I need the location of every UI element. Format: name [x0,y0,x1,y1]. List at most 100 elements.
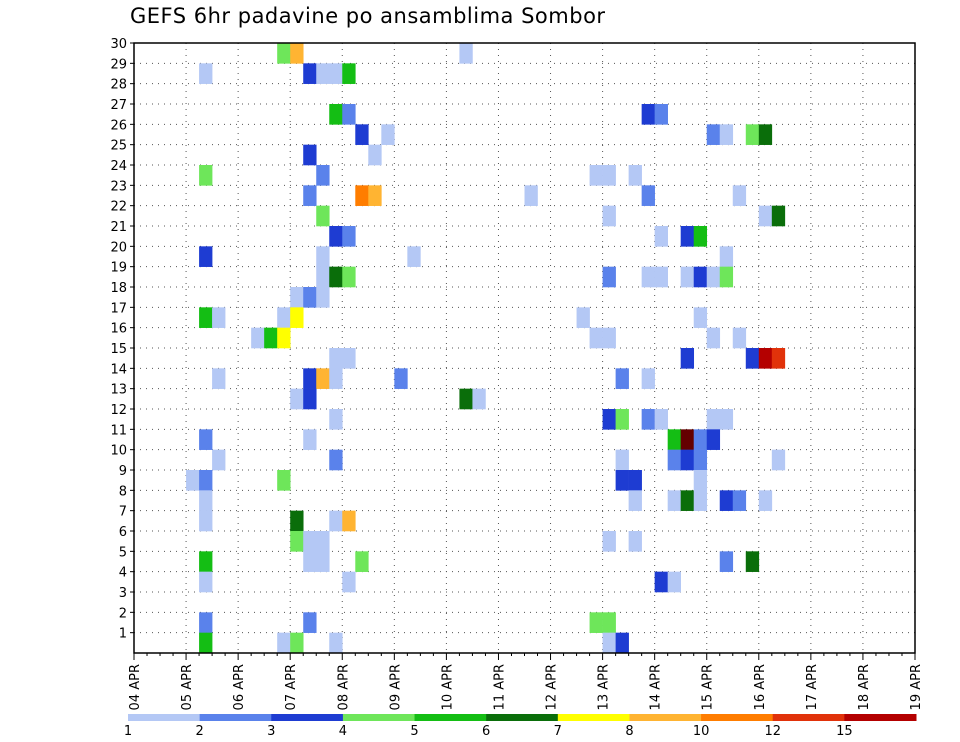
colorbar-segment [844,714,917,721]
heatmap-cell [654,571,668,593]
y-tick-label: 16 [110,322,127,337]
heatmap-cell [615,449,629,471]
heatmap-cell [758,124,773,145]
heatmap-cell [667,490,681,511]
heatmap-cell [342,226,356,247]
heatmap-cell [472,388,486,410]
heatmap-cell [589,165,603,186]
heatmap-cell [316,63,330,84]
x-tick-label: 12 APR [545,664,560,710]
colorbar-label: 1 [124,724,132,739]
heatmap-cell [615,409,629,430]
heatmap-cell [329,449,343,471]
heatmap-cell [589,327,603,349]
y-tick-label: 6 [119,525,127,540]
heatmap-cell [329,348,343,369]
x-tick-label: 04 APR [128,664,143,710]
heatmap-cell [381,124,395,145]
colorbar-segment [199,714,272,721]
y-tick-label: 25 [110,139,127,154]
heatmap-cell [628,490,642,511]
heatmap-cell [199,510,213,532]
heatmap-cell [303,612,317,633]
heatmap-cell [654,266,668,288]
heatmap-cell [355,124,369,145]
colorbar-segment [342,714,416,721]
y-tick-label: 24 [110,159,127,174]
heatmap-cell [641,409,655,430]
heatmap-cell [524,185,538,206]
heatmap-cell [732,185,747,206]
heatmap-cell [732,490,747,511]
heatmap-cell [316,368,330,389]
colorbar-segment [128,714,201,721]
heatmap-cell [641,104,655,125]
heatmap-cell [758,348,773,369]
y-tick-label: 21 [110,220,127,235]
y-tick-label: 20 [110,240,127,255]
colorbar-segment [701,714,774,721]
heatmap-cell [212,449,226,471]
heatmap-cell [654,409,668,430]
heatmap-cell [602,632,616,654]
heatmap-cell [316,551,330,572]
heatmap-cell [329,368,343,389]
heatmap-cell [199,470,213,491]
y-tick-label: 11 [110,423,127,438]
heatmap-cell [719,551,734,572]
y-tick-label: 8 [119,484,127,499]
heatmap-cell [706,327,721,349]
heatmap-cell [329,510,343,532]
x-tick-label: 19 APR [909,664,924,710]
heatmap-cell [290,307,304,328]
heatmap-cell [719,490,734,511]
heatmap-cell [355,551,369,572]
y-tick-label: 10 [110,444,127,459]
heatmap-cell [277,470,291,491]
heatmap-cell [342,104,356,125]
heatmap-cell [329,226,343,247]
colorbar-segment [772,714,845,721]
heatmap-cell [459,388,473,410]
heatmap-cell [680,429,695,450]
heatmap-cell [316,246,330,267]
heatmap-cell [199,612,213,633]
y-tick-label: 14 [110,362,127,377]
chart-title: GEFS 6hr padavine po ansamblima Sombor [130,4,606,28]
heatmap-cell [342,348,356,369]
colorbar-label: 5 [410,724,418,739]
x-tick-label: 18 APR [857,664,872,710]
heatmap-cell [693,226,708,247]
heatmap-cell [719,409,734,430]
heatmap-cell [303,388,317,410]
heatmap-cell [745,348,760,369]
heatmap-cell [459,43,473,64]
heatmap-cell [290,43,304,64]
heatmap-cell [602,327,616,349]
y-tick-label: 3 [119,586,127,601]
heatmap-cell [212,307,226,328]
x-tick-label: 05 APR [180,664,195,710]
heatmap-cell [303,144,317,166]
heatmap-cell [368,185,382,206]
heatmap-cell [628,470,642,491]
heatmap-cell [316,287,330,308]
heatmap-cell [329,266,343,288]
heatmap-cell [407,246,421,267]
heatmap-cell [680,266,695,288]
y-tick-label: 23 [110,179,127,194]
heatmap-cell [368,144,382,166]
y-tick-label: 5 [119,545,127,560]
colorbar-label: 7 [554,724,562,739]
heatmap-cell [290,632,304,654]
heatmap-cell [628,165,642,186]
colorbar-segment [271,714,344,721]
x-tick-label: 15 APR [701,664,716,710]
heatmap-cell [199,571,213,593]
heatmap-cell [615,368,629,389]
heatmap-cell [303,63,317,84]
y-tick-label: 12 [110,403,127,418]
heatmap-cell [290,388,304,410]
heatmap-cell [680,226,695,247]
heatmap-cell [641,368,655,389]
